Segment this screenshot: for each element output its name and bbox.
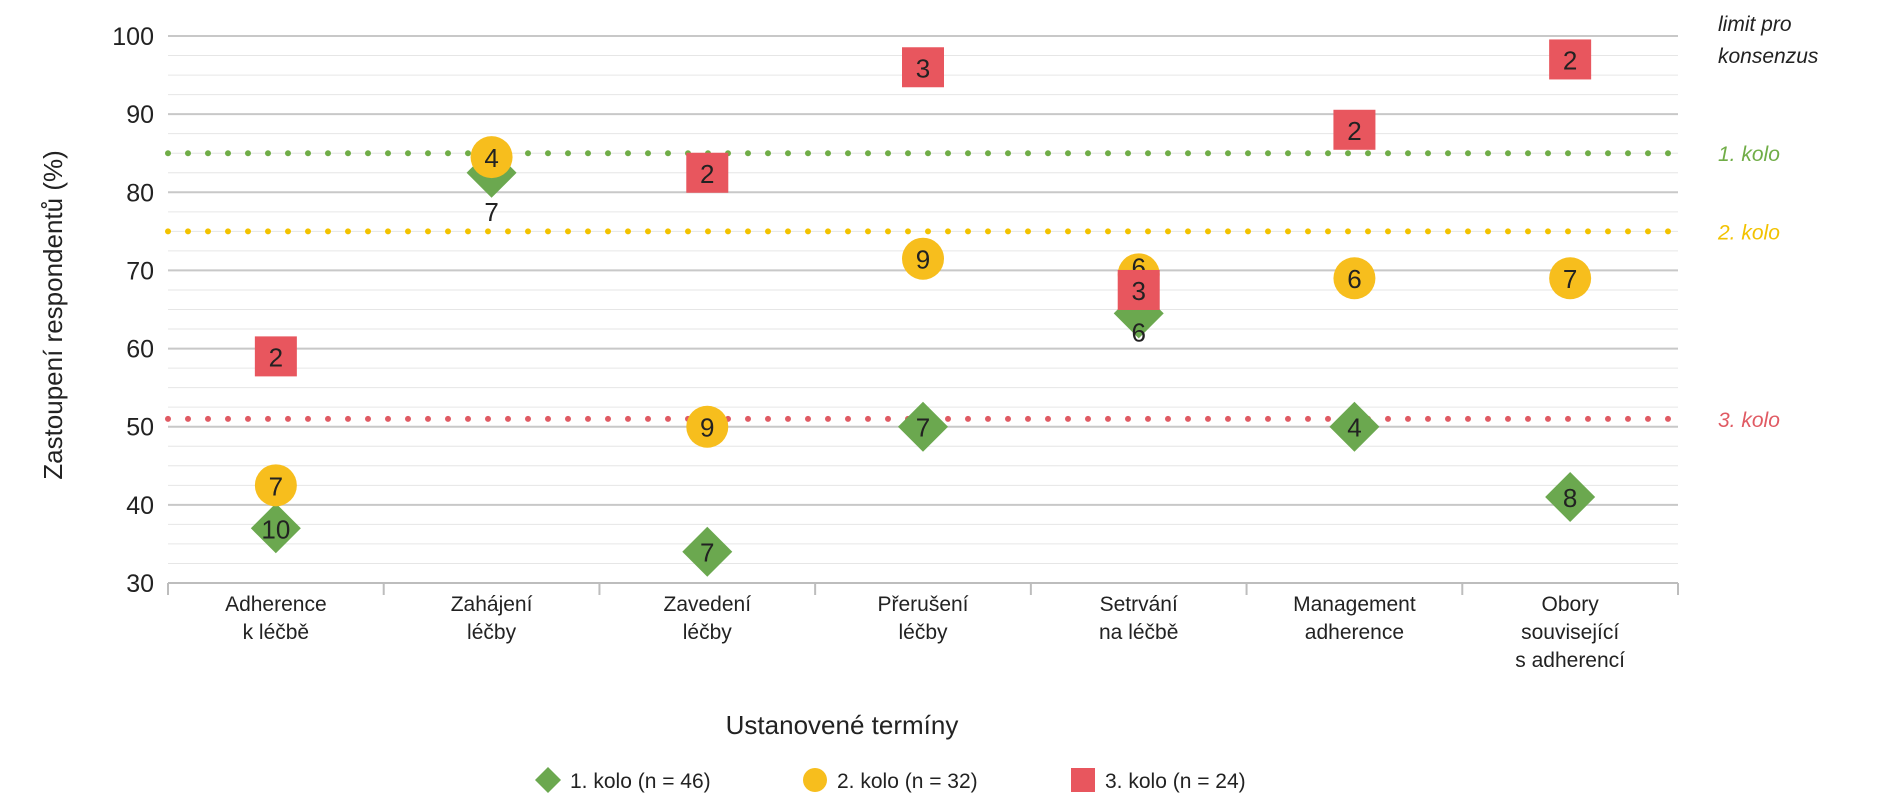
legend-label: 3. kolo (n = 24) [1105,770,1246,793]
square-marker [254,336,297,377]
category-label: léčby [898,621,948,644]
marker-value-label: 2 [269,342,283,372]
legend: 1. kolo (n = 46) 2. kolo (n = 32) 3. kolo … [535,767,1246,793]
legend-square-icon [1071,768,1095,792]
diamond-marker [898,401,948,452]
category-label: Adherence [225,593,327,616]
marker-value-label: 9 [916,245,930,275]
circle-marker [1549,257,1592,300]
diamond-marker [682,526,733,577]
marker-value-label: 2 [700,159,714,189]
limit-header-line-1: limit pro [1718,13,1792,36]
marker-value-label: 7 [916,413,930,443]
legend-diamond-icon [535,767,561,793]
threshold-label: 2. kolo [1717,221,1780,244]
category-label: k léčbě [243,621,310,644]
marker-value-label: 3 [916,53,930,83]
diamond-marker [1545,472,1596,523]
circle-marker [254,464,297,507]
marker-value-label: 4 [484,143,498,173]
y-tick-label: 60 [126,336,154,364]
category-label: Zavedení [664,593,752,616]
marker-value-label: 9 [700,413,714,443]
y-tick-label: 90 [126,101,154,129]
category-label: Zahájení [451,593,533,616]
y-tick-label: 50 [126,414,154,442]
marker-value-label: 7 [269,471,283,501]
diamond-marker [1329,401,1380,452]
square-marker [1549,39,1592,80]
category-label: Přerušení [877,593,968,616]
marker-value-label: 7 [484,197,498,227]
marker-value-label: 3 [1131,276,1145,306]
marker-value-label: 6 [1131,317,1145,347]
x-axis-title: Ustanovené termíny [726,710,959,740]
circle-marker [1333,257,1376,300]
square-marker [1333,109,1376,150]
square-marker [686,152,729,193]
category-label: léčby [467,621,517,644]
threshold-layer: 1. kolo 2. kolo 3. kolo [165,143,1780,432]
legend-circle-icon [803,768,827,792]
square-marker [902,47,944,88]
axis-layer: 30 40 50 60 70 80 90 100 Adherence k léčbě Zahájen… [112,23,1679,672]
marker-value-label: 2 [1563,45,1577,75]
y-tick-label: 30 [126,570,154,598]
circle-marker [470,136,513,179]
marker-value-label: 7 [1563,264,1577,294]
y-axis-title: Zastoupení respondentů (%) [38,150,68,480]
y-tick-label: 40 [126,492,154,520]
category-label: léčby [683,621,733,644]
marker-value-label: 6 [1347,264,1361,294]
diamond-marker [250,503,301,554]
legend-label: 2. kolo (n = 32) [837,770,978,793]
legend-label: 1. kolo (n = 46) [570,770,711,793]
marker-value-label: 7 [700,538,714,568]
category-label: Obory [1542,593,1600,616]
category-label: související [1521,621,1619,644]
y-tick-label: 80 [126,179,154,207]
marker-value-label: 10 [261,514,290,544]
circle-marker [902,237,944,280]
limit-header-line-2: konsenzus [1718,45,1819,68]
category-label: s adherencí [1515,649,1625,672]
category-label: Management [1293,593,1416,616]
circle-marker [686,405,729,448]
category-label: adherence [1305,621,1404,644]
category-label: Setrvání [1100,593,1178,616]
marker-value-label: 2 [1347,116,1361,146]
marker-value-label: 8 [1563,483,1577,513]
threshold-label: 1. kolo [1718,143,1780,166]
y-tick-label: 100 [112,23,154,51]
marker-value-label: 4 [1347,413,1361,443]
y-tick-label: 70 [126,257,154,285]
category-label: na léčbě [1099,621,1178,644]
threshold-label: 3. kolo [1718,409,1780,432]
grid-layer [168,35,1678,584]
square-marker [1117,269,1160,310]
